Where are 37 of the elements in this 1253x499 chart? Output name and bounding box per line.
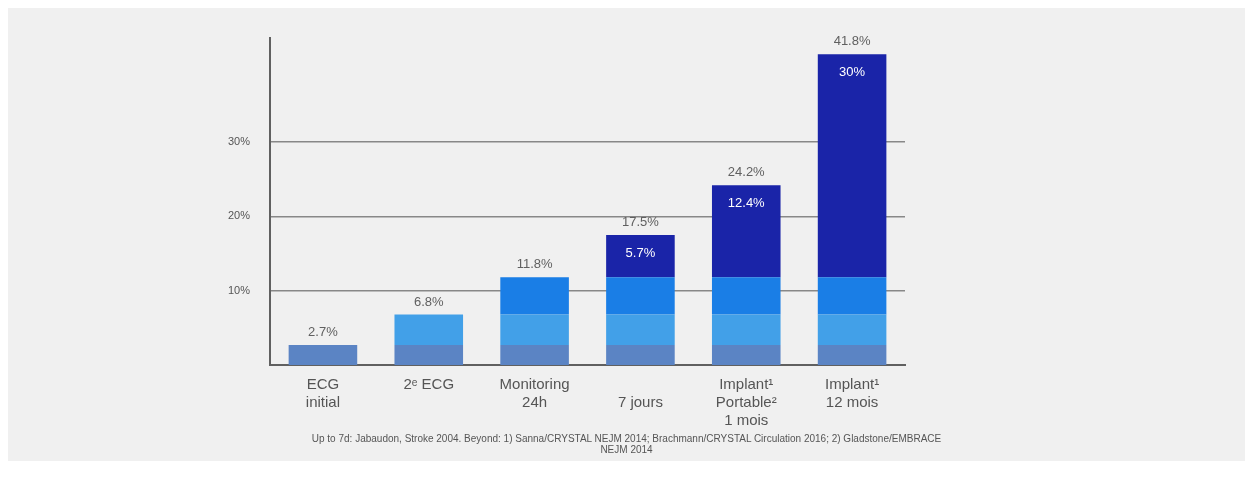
data-label: 30% [839,64,866,80]
total-label: 41.8% [833,33,871,49]
total-label: 17.5% [621,214,660,230]
bar [817,277,887,315]
bar [606,344,675,365]
bar [817,54,887,278]
bar [711,277,781,315]
bar [606,277,675,315]
bar [817,314,887,345]
bar [606,234,675,278]
x-tick-label: Implant¹ 12 mois [824,375,880,411]
x-tick-label: Monitoring 24h [499,375,570,411]
bar [288,344,358,365]
total-label: 11.8% [516,256,553,272]
total-label: 2.7% [308,324,339,340]
y-tick-label: 30% [227,135,251,148]
total-label: 6.8% [413,293,445,309]
x-tick-label: Implant¹ Portable² 1 mois [715,375,777,429]
y-tick-label: 10% [227,283,251,296]
bar [817,344,887,365]
data-label: 5.7% [625,245,656,261]
x-tick-label: 7 jours [617,393,663,411]
x-tick-label: ECG initial [305,375,341,411]
x-tick-label: 2ᵉ ECG [403,375,455,393]
y-tick-label: 20% [227,209,251,222]
bar [711,314,781,345]
bar [711,185,781,278]
bar [606,314,675,345]
bar [711,344,781,365]
bar [500,314,569,345]
bar [394,344,464,365]
data-label: 12.4% [727,195,766,211]
total-label: 24.2% [727,164,766,180]
bar [394,314,464,345]
text: Up to 7d: Jabaudon, Stroke 2004. Beyond: 1) Sanna/CRYSTAL NEJM 2014; Brachmann/CRYSTAL Circulation 2016; 2) Gladstone/EMBRACE NEJM 2014 [310,433,943,457]
bar [500,344,569,365]
bar [500,277,569,315]
